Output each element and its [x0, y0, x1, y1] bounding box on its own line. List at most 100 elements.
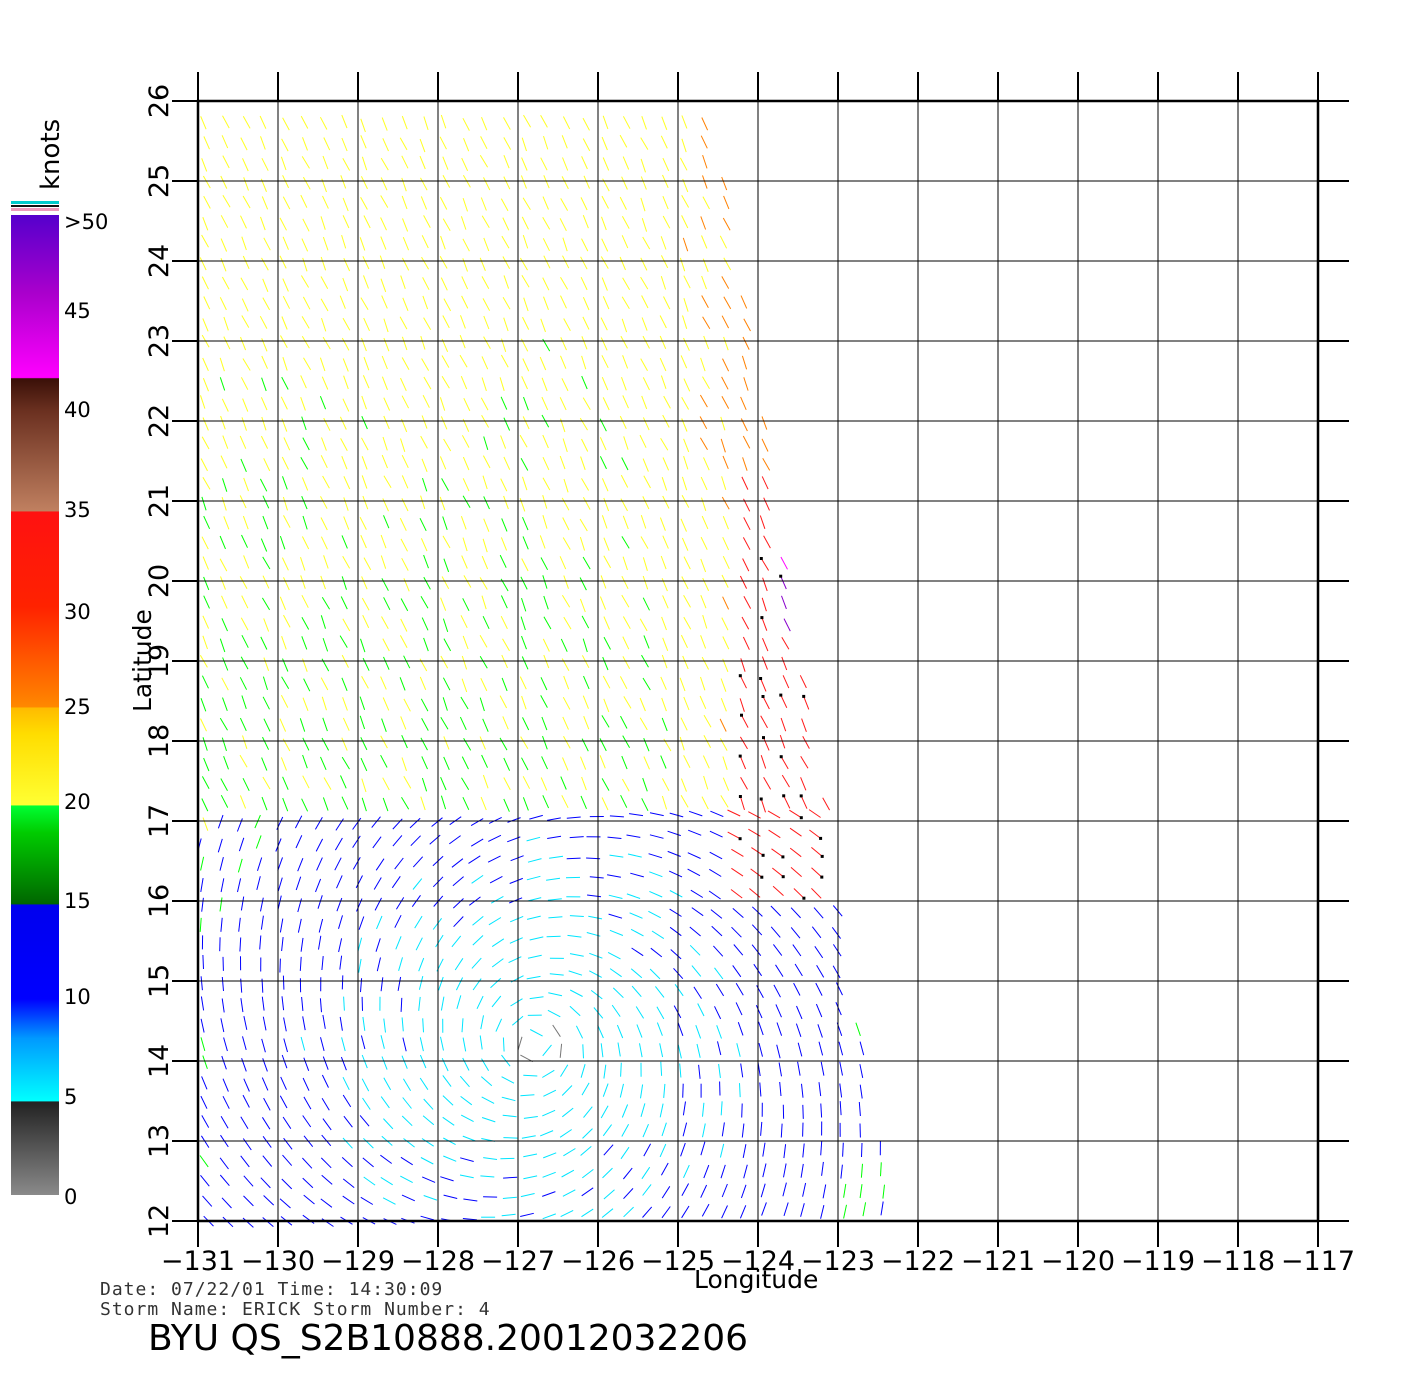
wind-vector: [722, 555, 730, 570]
wind-vector: [642, 597, 650, 611]
wind-vector: [820, 1061, 825, 1076]
wind-vector: [619, 196, 627, 210]
wind-vector: [717, 1041, 722, 1056]
wind-vector: [500, 198, 509, 212]
wind-vector: [463, 397, 471, 412]
wind-vector: [587, 894, 602, 898]
wind-vector: [659, 1103, 664, 1118]
wind-vector: [219, 856, 224, 871]
wind-vector: [760, 558, 770, 571]
wind-vector: [762, 458, 771, 471]
wind-vector: [481, 1117, 496, 1123]
wind-vector: [543, 296, 549, 310]
wind-vector: [520, 175, 527, 189]
wind-vector: [722, 536, 730, 551]
wind-vector: [776, 1022, 783, 1036]
wind-vector: [401, 115, 408, 130]
wind-vector: [399, 635, 408, 648]
wind-vector: [480, 677, 488, 692]
wind-vector: [543, 616, 552, 630]
wind-vector: [320, 575, 326, 590]
wind-vector: [460, 1157, 474, 1162]
wind-vector: [341, 114, 348, 129]
wind-vector: [402, 237, 410, 251]
wind-vector: [482, 455, 491, 469]
wind-vector: [479, 635, 488, 648]
wind-vector: [621, 235, 629, 249]
wind-vector: [443, 756, 450, 770]
wind-vector: [472, 978, 482, 991]
wind-vector: [281, 937, 284, 952]
wind-vector: [549, 855, 564, 859]
wind-vector: [220, 1018, 225, 1033]
wind-vector: [360, 757, 368, 772]
wind-vector: [691, 907, 704, 917]
wind-vector: [800, 795, 808, 809]
wind-vector: [779, 1081, 782, 1097]
wind-vector: [201, 798, 209, 812]
wind-vector: [455, 977, 464, 991]
wind-vector: [600, 337, 608, 351]
lon-tick-label: −117: [1281, 1246, 1355, 1277]
wind-vector: [201, 276, 209, 290]
wind-vector: [219, 897, 223, 912]
wind-vector: [263, 1097, 271, 1111]
wind-vector: [560, 355, 567, 369]
wind-vector: [423, 215, 431, 228]
wind-vector: [719, 738, 728, 751]
map-frame: [196, 99, 1320, 1223]
wind-vector: [202, 217, 209, 231]
wind-vector: [222, 657, 229, 671]
wind-vector: [360, 1035, 366, 1050]
wind-vector: [318, 935, 322, 950]
wind-vector: [760, 755, 767, 769]
wind-vector: [241, 1058, 247, 1072]
wind-vector: [740, 418, 748, 432]
wind-vector: [503, 798, 510, 812]
wind-vector: [282, 117, 290, 131]
wind-vector: [319, 357, 326, 372]
wind-vector: [760, 1121, 763, 1136]
wind-vector: [423, 376, 432, 390]
wind-vector: [583, 675, 590, 690]
wind-vector: [699, 437, 708, 451]
wind-vector: [622, 556, 628, 571]
wind-vector: [380, 157, 389, 171]
wind-vector: [751, 924, 763, 936]
wind-vector: [643, 635, 650, 649]
wind-vector: [482, 774, 489, 789]
wind-vector: [334, 857, 342, 871]
wind-vector: [559, 556, 567, 570]
wind-vector: [603, 1064, 607, 1079]
wind-vector: [660, 375, 667, 389]
wind-vector: [241, 236, 247, 251]
wind-vector: [667, 830, 681, 837]
wind-vector: [739, 1205, 747, 1219]
wind-vector: [816, 965, 825, 978]
wind-vector: [762, 638, 769, 652]
wind-vector: [739, 796, 745, 811]
wind-vector: [761, 416, 768, 430]
wind-vector: [619, 256, 626, 271]
wind-vector: [320, 256, 327, 271]
lat-tick-label: 26: [144, 84, 175, 118]
wind-vector: [582, 138, 591, 152]
wind-vector: [661, 717, 668, 732]
wind-vector: [400, 275, 406, 289]
wind-vector: [731, 926, 742, 938]
wind-vector: [402, 1097, 412, 1109]
colorbar-label: 0: [64, 1185, 77, 1209]
wind-vector: [601, 238, 609, 252]
wind-vector: [339, 416, 347, 430]
wind-vector: [261, 1077, 269, 1091]
wind-vector: [202, 477, 211, 490]
wind-vector: [400, 538, 408, 552]
wind-vector: [259, 935, 262, 950]
wind-vector: [342, 1137, 353, 1149]
wind-vector: [761, 656, 768, 670]
wind-vector: [603, 497, 610, 512]
wind-vector: [702, 614, 708, 629]
wind-vector: [775, 1004, 782, 1018]
wind-vector: [799, 675, 807, 689]
wind-vector: [401, 475, 409, 489]
